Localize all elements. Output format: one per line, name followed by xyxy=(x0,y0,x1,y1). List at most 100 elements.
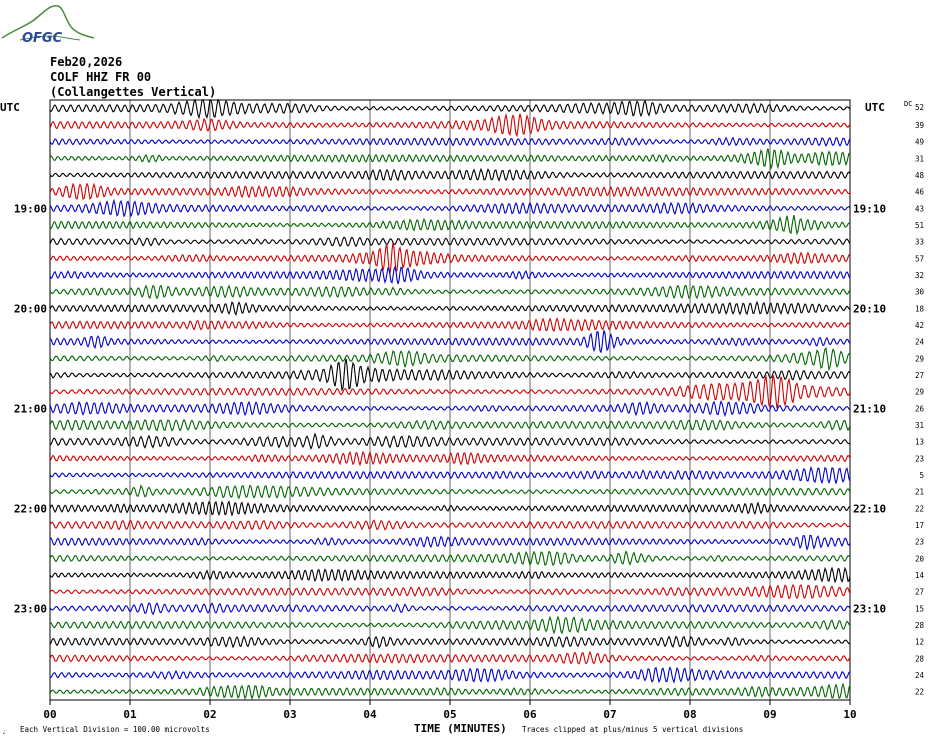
dc-value: 39 xyxy=(915,121,924,130)
right-hour-label: 23:10 xyxy=(853,602,886,615)
seismic-traces xyxy=(49,98,851,700)
dc-value: 13 xyxy=(915,438,924,447)
trace-row-26 xyxy=(49,534,851,551)
dc-value: 33 xyxy=(915,238,924,247)
trace-row-9 xyxy=(49,242,851,274)
dc-value: 5 xyxy=(919,471,924,480)
trace-row-2 xyxy=(49,136,851,148)
dc-value: 15 xyxy=(915,604,924,613)
trace-row-28 xyxy=(49,566,851,584)
dc-value: 31 xyxy=(915,154,924,163)
trace-row-21 xyxy=(49,450,851,467)
trace-row-1 xyxy=(49,112,851,138)
left-hour-labels: 19:00 20:00 21:00 22:00 23:00 xyxy=(14,202,47,615)
trace-row-11 xyxy=(49,284,851,300)
trace-row-19 xyxy=(49,418,851,432)
x-tick-label: 08 xyxy=(683,708,696,721)
dc-value: 26 xyxy=(915,404,925,413)
trace-row-17 xyxy=(49,374,851,409)
left-hour-label: 21:00 xyxy=(14,402,47,415)
x-axis-ticks: 00 01 02 03 04 05 06 07 08 09 10 xyxy=(43,700,857,721)
trace-row-31 xyxy=(49,615,851,635)
x-tick-label: 04 xyxy=(363,708,377,721)
trace-row-13 xyxy=(49,317,851,333)
trace-row-29 xyxy=(49,583,851,600)
vertical-division-note: Each Vertical Division = 100.00 microvol… xyxy=(20,725,210,734)
x-tick-label: 10 xyxy=(843,708,856,721)
trace-row-32 xyxy=(49,635,851,649)
trace-row-35 xyxy=(49,682,851,700)
plot-date: Feb20,2026 xyxy=(50,55,122,69)
trace-row-34 xyxy=(49,666,851,684)
trace-row-25 xyxy=(49,519,851,531)
left-hour-label: 20:00 xyxy=(14,302,47,315)
trace-row-24 xyxy=(49,500,851,517)
dc-value: 22 xyxy=(915,688,924,697)
right-utc-label: UTC xyxy=(865,101,885,114)
dc-value: 48 xyxy=(915,171,925,180)
dc-value: 12 xyxy=(915,638,924,647)
dc-value: 24 xyxy=(915,671,925,680)
dc-value: 46 xyxy=(915,188,925,197)
right-hour-label: 20:10 xyxy=(853,302,886,315)
station-location: (Collangettes Vertical) xyxy=(50,85,216,99)
right-hour-label: 22:10 xyxy=(853,502,886,515)
x-tick-label: 06 xyxy=(523,708,537,721)
x-axis-title: TIME (MINUTES) xyxy=(414,722,507,735)
dc-value: 28 xyxy=(915,621,925,630)
dc-value: 22 xyxy=(915,504,924,513)
x-tick-label: 09 xyxy=(763,708,776,721)
x-tick-label: 02 xyxy=(203,708,216,721)
right-hour-label: 21:10 xyxy=(853,402,886,415)
corner-mark: ♩ xyxy=(2,729,6,736)
trace-row-14 xyxy=(49,330,851,354)
trace-row-16 xyxy=(49,358,851,392)
trace-row-3 xyxy=(49,148,851,171)
trace-row-5 xyxy=(49,182,851,200)
x-tick-label: 01 xyxy=(123,708,137,721)
dc-value: 42 xyxy=(915,321,924,330)
dc-value: 21 xyxy=(915,488,924,497)
trace-row-20 xyxy=(49,432,851,451)
trace-row-30 xyxy=(49,602,851,616)
dc-value: 14 xyxy=(915,571,925,580)
right-hour-label: 19:10 xyxy=(853,202,886,215)
dc-value: 49 xyxy=(915,138,924,147)
x-tick-label: 07 xyxy=(603,708,616,721)
dc-value: 29 xyxy=(915,354,924,363)
left-hour-label: 23:00 xyxy=(14,602,47,615)
left-hour-label: 22:00 xyxy=(14,502,47,515)
dc-value: 43 xyxy=(915,204,924,213)
minute-grid xyxy=(49,100,851,700)
dc-value: 29 xyxy=(915,388,924,397)
trace-row-10 xyxy=(49,265,851,285)
dc-value: 52 xyxy=(915,103,924,112)
trace-row-4 xyxy=(49,167,851,182)
ofgc-logo: OFGC xyxy=(1,5,95,46)
trace-row-6 xyxy=(49,198,851,218)
trace-row-33 xyxy=(49,650,851,665)
logo-text: OFGC xyxy=(22,31,63,46)
trace-row-27 xyxy=(49,550,851,566)
dc-header: DC xyxy=(904,100,912,108)
x-tick-label: 00 xyxy=(43,708,56,721)
dc-value: 30 xyxy=(915,288,925,297)
trace-row-23 xyxy=(49,484,851,500)
left-hour-label: 19:00 xyxy=(14,202,47,215)
dc-value: 32 xyxy=(915,271,924,280)
dc-value: 18 xyxy=(915,304,925,313)
dc-value: 17 xyxy=(915,521,924,530)
trace-row-7 xyxy=(49,215,851,236)
x-tick-label: 05 xyxy=(443,708,456,721)
dc-value: 27 xyxy=(915,371,924,380)
trace-row-22 xyxy=(49,465,851,485)
dc-value: 23 xyxy=(915,538,924,547)
dc-value: 27 xyxy=(915,588,924,597)
x-tick-label: 03 xyxy=(283,708,296,721)
dc-value-column: 52 39 49 31 48 46 43 51 33 57 32 30 18 42 24 29 27 29 26 31… xyxy=(915,103,925,697)
dc-value: 31 xyxy=(915,421,924,430)
dc-value: 23 xyxy=(915,454,924,463)
trace-row-8 xyxy=(49,236,851,248)
right-hour-labels: 19:10 20:10 21:10 22:10 23:10 xyxy=(853,202,886,615)
dc-value: 28 xyxy=(915,654,925,663)
